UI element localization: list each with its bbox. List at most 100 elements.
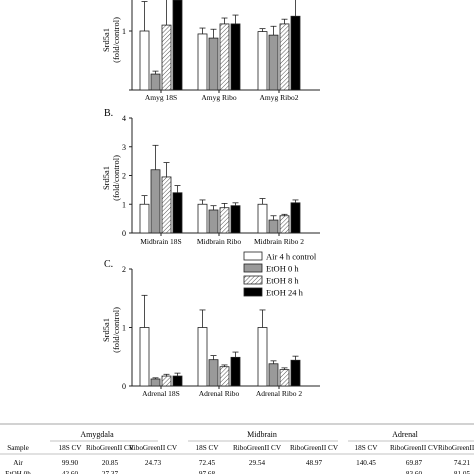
table-cell: 24.73 [145, 459, 162, 467]
table-column-header: RiboGreenII CV [233, 444, 282, 452]
bar-adrenal-ribo-series-4 [230, 356, 241, 387]
table-cell: 81.05 [454, 470, 471, 474]
bar-adrenal-18s-series-2 [150, 378, 161, 387]
y-tick-label: 3 [122, 143, 126, 152]
table-group-header: Midbrain [247, 430, 277, 439]
bar-adrenal-18s-series-4 [172, 375, 183, 387]
table-cell: 74.21 [454, 459, 471, 467]
category-label: Amyg Ribo2 [260, 93, 299, 102]
table-column-header: RiboGreenII CV [390, 444, 439, 452]
bar-adrenal-ribo-2-series-4 [290, 359, 301, 387]
chart-panel-3: 0 1 2 Srd5a1(fold/control) C. Adrenal 18S Adre… [101, 259, 320, 398]
table-cell: EtOH 0h [5, 470, 31, 474]
legend-label: Air 4 h control [266, 252, 317, 262]
bar-amyg-ribo-series-3 [219, 23, 230, 91]
table-cell: 48.97 [306, 459, 323, 467]
bar-amyg-ribo2-series-4 [290, 15, 301, 91]
table-cell: 69.87 [406, 459, 423, 467]
table-column-header: RiboGreenII CV [290, 444, 339, 452]
legend-swatch [243, 263, 263, 273]
y-axis-label: Srd5a1(fold/control) [101, 307, 121, 353]
category-label: Midbrain 18S [140, 237, 181, 246]
table-cell: 20.85 [102, 459, 119, 467]
category-label: Amyg Ribo [201, 93, 236, 102]
bar-midbrain-18s-series-1 [139, 203, 150, 234]
table-cell: 83.60 [406, 470, 423, 474]
bar-midbrain-18s-series-3 [161, 176, 172, 234]
y-tick-label: 4 [122, 114, 126, 123]
y-tick-label: 0 [122, 382, 126, 391]
bar-amyg-ribo-series-1 [197, 33, 208, 91]
y-axis-label: Srd5a1(fold/control) [101, 17, 121, 63]
bar-midbrain-ribo-series-1 [197, 203, 208, 234]
y-tick-label: 0 [122, 229, 126, 238]
bar-amyg-ribo2-series-1 [257, 31, 268, 91]
bar-midbrain-18s-series-4 [172, 192, 183, 234]
legend-label: EtOH 0 h [266, 264, 299, 274]
bar-midbrain-ribo-2-series-3 [279, 215, 290, 234]
bar-amyg-ribo-series-4 [230, 23, 241, 91]
table-cell: 99.90 [62, 459, 79, 467]
bar-adrenal-ribo-2-series-1 [257, 327, 268, 387]
table-column-header: RiboGreenII CV [438, 444, 474, 452]
table-column-header: 18S CV [196, 444, 220, 452]
bar-adrenal-18s-series-3 [161, 375, 172, 387]
table-column-header: 18S CV [355, 444, 379, 452]
bar-adrenal-ribo-2-series-3 [279, 369, 290, 387]
table-column-header: Sample [7, 444, 29, 452]
category-label: Adrenal Ribo [199, 389, 240, 398]
bar-midbrain-ribo-series-4 [230, 205, 241, 234]
table-cell: 42.60 [62, 470, 79, 474]
category-label: Midbrain Ribo [197, 237, 242, 246]
bar-amyg-ribo-series-2 [208, 37, 219, 91]
table-cell: 27.37 [102, 470, 119, 474]
bar-amyg-18s-series-2 [150, 73, 161, 91]
bar-midbrain-18s-series-2 [150, 169, 161, 234]
bar-midbrain-ribo-2-series-2 [268, 219, 279, 234]
bar-midbrain-ribo-2-series-1 [257, 203, 268, 234]
bar-midbrain-ribo-series-3 [219, 207, 230, 234]
bar-amyg-ribo2-series-2 [268, 34, 279, 91]
table-cell: 29.54 [249, 459, 266, 467]
y-axis-label: Srd5a1(fold/control) [101, 155, 121, 201]
bar-amyg-18s-series-1 [139, 30, 150, 91]
legend-label: EtOH 8 h [266, 276, 299, 286]
bar-midbrain-ribo-series-2 [208, 209, 219, 234]
bar-adrenal-ribo-series-1 [197, 327, 208, 387]
bar-midbrain-ribo-2-series-4 [290, 202, 301, 234]
category-label: Adrenal 18S [142, 389, 180, 398]
y-tick-label: 1 [122, 27, 126, 36]
panel-label: C. [104, 259, 113, 270]
bar-adrenal-ribo-series-3 [219, 366, 230, 387]
table-cell: Air [13, 459, 23, 467]
table-group-header: Adrenal [392, 430, 419, 439]
legend: Air 4 h control EtOH 0 h EtOH 8 h EtOH 24 h [243, 252, 317, 298]
table-column-header: 18S CV [59, 444, 83, 452]
table-group-header: Amygdala [80, 430, 114, 439]
legend-label: EtOH 24 h [266, 288, 304, 298]
category-label: Midbrain Ribo 2 [254, 237, 304, 246]
table-cell: 97.68 [199, 470, 216, 474]
bar-amyg-18s-series-4 [172, 0, 183, 91]
panel-label: B. [104, 108, 113, 119]
bar-adrenal-18s-series-1 [139, 327, 150, 387]
y-tick-label: 2 [122, 265, 126, 274]
legend-swatch [243, 287, 263, 297]
y-tick-label: 2 [122, 172, 126, 181]
bar-amyg-18s-series-3 [161, 24, 172, 91]
chart-panel-2: 0 1 2 3 4 Srd5a1(fold/control) B. Midbrain 18S M… [101, 108, 320, 246]
table-cell: 140.45 [356, 459, 376, 467]
table-column-header: RiboGreenII CV [129, 444, 178, 452]
legend-swatch [243, 275, 263, 285]
table-cell: 72.45 [199, 459, 216, 467]
category-label: Amyg 18S [145, 93, 177, 102]
table-column-header: RiboGreenII CV [86, 444, 135, 452]
y-tick-label: 1 [122, 200, 126, 209]
bar-adrenal-ribo-series-2 [208, 359, 219, 387]
bar-amyg-ribo2-series-3 [279, 23, 290, 91]
bar-adrenal-ribo-2-series-2 [268, 363, 279, 387]
y-tick-label: 1 [122, 324, 126, 333]
